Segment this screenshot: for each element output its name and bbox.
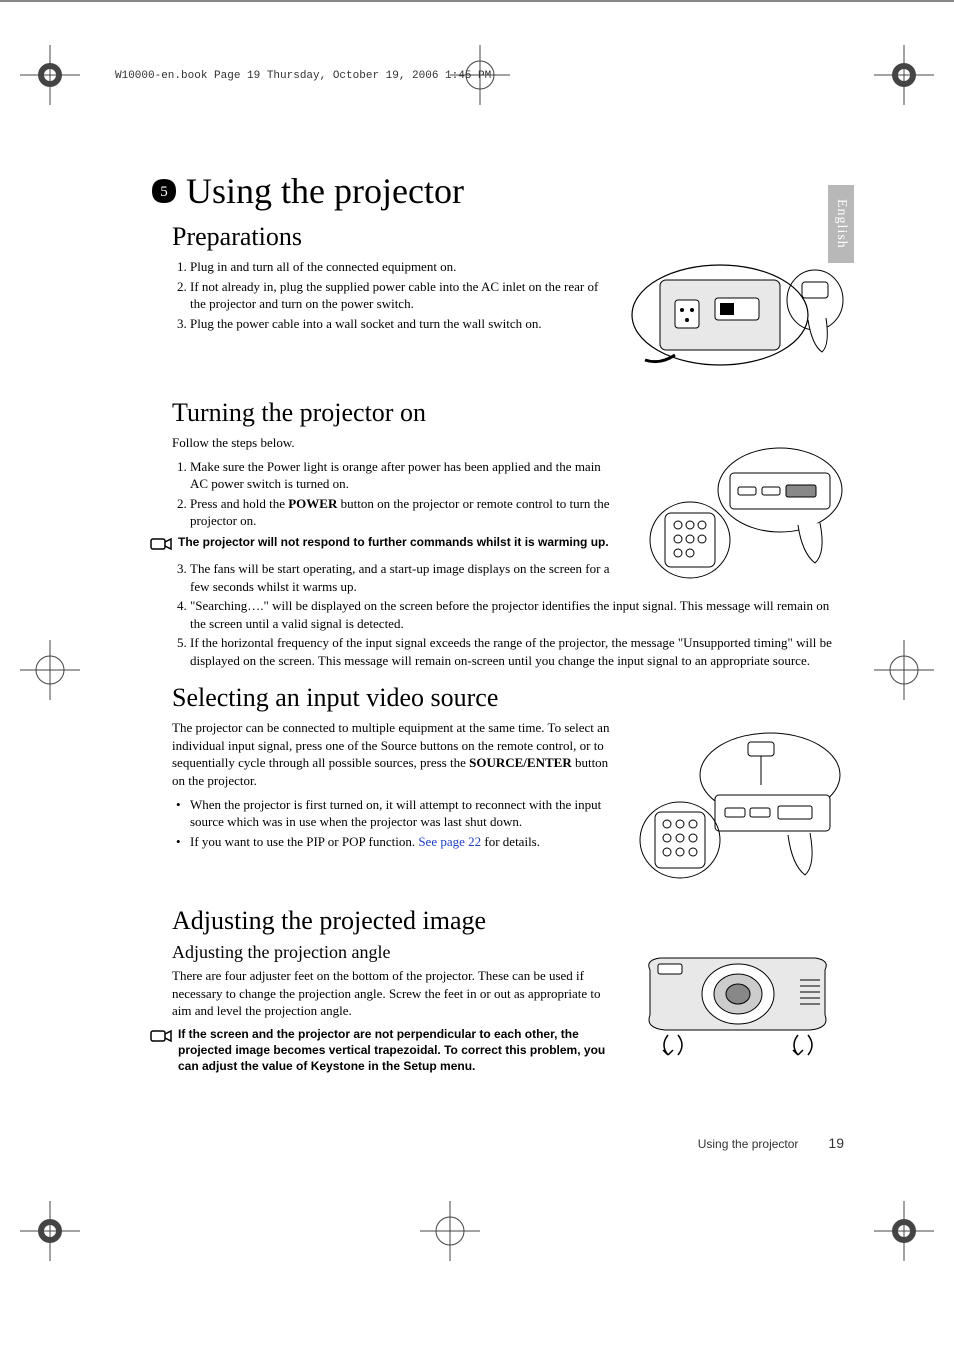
source-button-illustration	[630, 730, 845, 880]
registration-mark-icon	[20, 1201, 80, 1261]
page-content: 5 Using the projector Preparations Plug …	[150, 170, 855, 1078]
section-preparations-title: Preparations	[172, 222, 855, 252]
ac-inlet-illustration	[630, 260, 845, 370]
page-number: 19	[828, 1135, 844, 1151]
turning-on-list-a: Make sure the Power light is orange afte…	[172, 458, 612, 530]
svg-text:5: 5	[160, 184, 168, 200]
section-adjusting-title: Adjusting the projected image	[172, 906, 855, 936]
registration-mark-icon	[20, 640, 80, 700]
projector-feet-illustration	[630, 950, 845, 1065]
turning-on-intro: Follow the steps below.	[172, 434, 612, 452]
crop-line	[0, 1, 954, 2]
chapter-number-icon: 5	[150, 177, 178, 205]
section-turning-on-title: Turning the projector on	[172, 398, 855, 428]
power-button-illustration	[630, 445, 845, 580]
text-bold: SOURCE/ENTER	[469, 755, 572, 770]
note-text: The projector will not respond to furthe…	[178, 534, 610, 556]
registration-mark-icon	[874, 45, 934, 105]
list-item: If the horizontal frequency of the input…	[190, 634, 842, 669]
footer-text: Using the projector	[698, 1137, 799, 1151]
list-item: Plug the power cable into a wall socket …	[190, 315, 612, 333]
list-item: The fans will be start operating, and a …	[190, 560, 620, 595]
keystone-note: If the screen and the projector are not …	[150, 1026, 620, 1075]
page-footer: Using the projector 19	[698, 1135, 844, 1151]
chapter-title: 5 Using the projector	[150, 170, 855, 212]
list-item: Plug in and turn all of the connected eq…	[190, 258, 612, 276]
registration-mark-icon	[874, 640, 934, 700]
registration-mark-icon	[20, 45, 80, 105]
registration-mark-icon	[420, 1201, 480, 1261]
registration-mark-icon	[874, 1201, 934, 1261]
note-icon	[150, 1026, 172, 1075]
document-page: W10000-en.book Page 19 Thursday, October…	[0, 0, 954, 1351]
adjusting-body: There are four adjuster feet on the bott…	[172, 967, 612, 1020]
list-item: If you want to use the PIP or POP functi…	[176, 833, 612, 851]
note-icon	[150, 534, 172, 556]
list-item: Press and hold the POWER button on the p…	[190, 495, 612, 530]
print-header: W10000-en.book Page 19 Thursday, October…	[115, 70, 491, 82]
list-item: When the projector is first turned on, i…	[176, 796, 612, 831]
selecting-bullets: When the projector is first turned on, i…	[172, 796, 612, 851]
warming-up-note: The projector will not respond to furthe…	[150, 534, 610, 556]
list-item: If not already in, plug the supplied pow…	[190, 278, 612, 313]
note-text: If the screen and the projector are not …	[178, 1026, 620, 1075]
list-item: Make sure the Power light is orange afte…	[190, 458, 612, 493]
section-selecting-title: Selecting an input video source	[172, 683, 855, 713]
list-item: "Searching…." will be displayed on the s…	[190, 597, 842, 632]
selecting-intro: The projector can be connected to multip…	[172, 719, 612, 789]
page-link[interactable]: See page 22	[418, 834, 481, 849]
chapter-title-text: Using the projector	[186, 170, 464, 212]
preparations-body: Plug in and turn all of the connected eq…	[172, 258, 612, 332]
